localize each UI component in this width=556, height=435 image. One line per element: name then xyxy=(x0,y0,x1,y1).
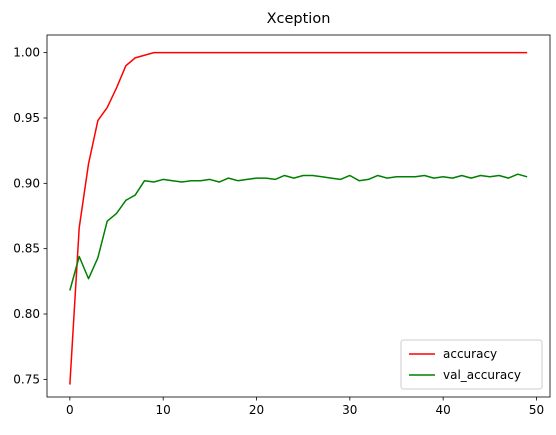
axes-frame xyxy=(46,34,551,398)
x-tick-label: 20 xyxy=(249,403,264,417)
y-tick-label: 0.90 xyxy=(13,176,40,190)
legend-accuracy-label: accuracy xyxy=(443,347,497,361)
y-tick-label: 1.00 xyxy=(13,46,40,60)
y-tick-label: 0.85 xyxy=(13,242,40,256)
legend-box xyxy=(400,339,543,390)
legend: accuracy val_accuracy xyxy=(400,339,543,390)
plot-area: 0 10 20 30 40 50 0.75 0.80 0.85 0.90 0.95 1.00 xyxy=(13,34,551,417)
x-tick-label: 50 xyxy=(529,403,544,417)
x-tick-label: 10 xyxy=(156,403,171,417)
y-tick-label: 0.95 xyxy=(13,111,40,125)
x-tick-label: 0 xyxy=(66,403,74,417)
x-tick-label: 30 xyxy=(342,403,357,417)
chart-title: Xception xyxy=(267,11,331,27)
y-tick-label: 0.80 xyxy=(13,307,40,321)
y-tick-label: 0.75 xyxy=(13,372,40,386)
series-line-accuracy xyxy=(69,51,528,385)
legend-val-accuracy-label: val_accuracy xyxy=(443,368,521,382)
series-line-val-accuracy xyxy=(69,173,528,291)
x-tick-label: 40 xyxy=(436,403,451,417)
